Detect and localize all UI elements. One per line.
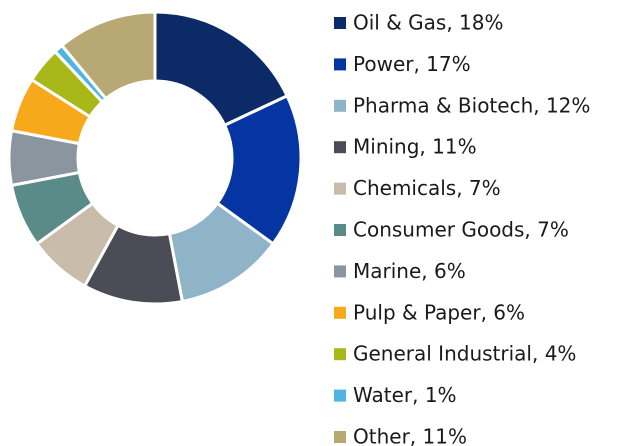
legend-label: Mining, 11%: [353, 135, 477, 159]
donut-slice: [153, 10, 290, 128]
legend-label: Pulp & Paper, 6%: [353, 300, 525, 324]
legend-label: Oil & Gas, 18%: [353, 11, 504, 35]
legend-label: Marine, 6%: [353, 259, 466, 283]
legend-swatch: [334, 265, 346, 278]
legend-label: Water, 1%: [353, 383, 457, 407]
legend-label: Chemicals, 7%: [353, 176, 501, 200]
legend-swatch: [334, 99, 346, 112]
legend-swatch: [334, 348, 346, 361]
legend-label: General Industrial, 4%: [353, 342, 576, 366]
legend-label: Pharma & Biotech, 12%: [353, 93, 590, 117]
legend-swatch: [334, 306, 346, 319]
legend-label: Other, 11%: [353, 425, 467, 446]
legend-swatch: [334, 389, 346, 402]
legend-label: Consumer Goods, 7%: [353, 218, 569, 242]
legend-swatch: [334, 17, 346, 29]
legend-swatch: [334, 431, 346, 443]
legend-swatch: [334, 224, 346, 236]
legend-label: Power, 17%: [353, 52, 471, 76]
legend-swatch: [334, 141, 346, 154]
legend-swatch: [334, 58, 346, 71]
legend-swatch: [334, 182, 346, 195]
donut-slice: [59, 10, 157, 101]
